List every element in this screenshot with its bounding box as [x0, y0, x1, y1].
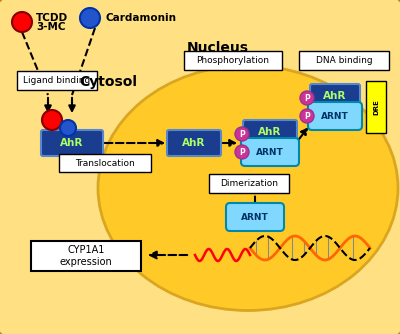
Text: P: P [239, 148, 245, 157]
FancyBboxPatch shape [243, 120, 297, 144]
FancyBboxPatch shape [308, 102, 362, 130]
Circle shape [80, 8, 100, 28]
Text: AhR: AhR [323, 91, 347, 101]
Text: ARNT: ARNT [241, 212, 269, 221]
Text: P: P [304, 112, 310, 121]
Text: Phosphorylation: Phosphorylation [196, 55, 270, 64]
Circle shape [42, 110, 62, 130]
FancyBboxPatch shape [241, 138, 299, 166]
FancyBboxPatch shape [17, 71, 97, 90]
Text: Cytosol: Cytosol [79, 75, 137, 89]
Circle shape [300, 91, 314, 105]
Text: TCDD: TCDD [36, 13, 68, 23]
FancyBboxPatch shape [310, 84, 360, 108]
FancyBboxPatch shape [366, 81, 386, 133]
FancyBboxPatch shape [59, 154, 151, 172]
Text: AhR: AhR [60, 138, 84, 148]
FancyBboxPatch shape [209, 174, 289, 193]
Text: Dimerization: Dimerization [220, 178, 278, 187]
FancyBboxPatch shape [184, 51, 282, 70]
Text: AhR: AhR [258, 127, 282, 137]
Text: DNA binding: DNA binding [316, 55, 372, 64]
Text: Translocation: Translocation [75, 159, 135, 167]
Text: CYP1A1
expression: CYP1A1 expression [60, 245, 112, 267]
FancyBboxPatch shape [299, 51, 389, 70]
Text: 3-MC: 3-MC [36, 22, 66, 32]
Ellipse shape [98, 65, 398, 311]
Circle shape [12, 12, 32, 32]
FancyBboxPatch shape [31, 241, 141, 271]
Text: P: P [239, 130, 245, 139]
Circle shape [235, 145, 249, 159]
Text: ARNT: ARNT [321, 112, 349, 121]
FancyBboxPatch shape [226, 203, 284, 231]
Circle shape [235, 127, 249, 141]
Text: Nucleus: Nucleus [187, 41, 249, 55]
Text: P: P [304, 94, 310, 103]
Text: Cardamonin: Cardamonin [105, 13, 176, 23]
FancyBboxPatch shape [167, 130, 221, 156]
Text: AhR: AhR [182, 138, 206, 148]
Text: Ligand binding: Ligand binding [23, 75, 91, 85]
Circle shape [300, 109, 314, 123]
FancyBboxPatch shape [41, 130, 103, 156]
Circle shape [60, 120, 76, 136]
Text: ARNT: ARNT [256, 148, 284, 157]
Text: DRE: DRE [373, 99, 379, 115]
